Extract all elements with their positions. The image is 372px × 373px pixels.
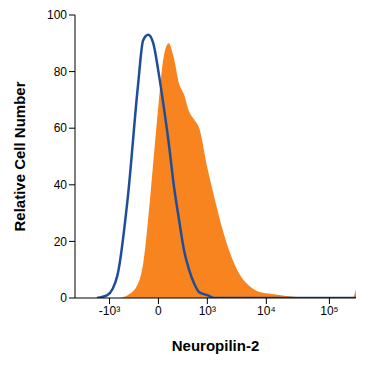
svg-text:Relative Cell Number: Relative Cell Number <box>11 81 28 231</box>
svg-text:10⁴: 10⁴ <box>257 304 276 318</box>
svg-text:80: 80 <box>54 65 68 79</box>
svg-text:10⁵: 10⁵ <box>320 304 338 318</box>
svg-text:Neuropilin-2: Neuropilin-2 <box>172 337 260 354</box>
svg-text:40: 40 <box>54 178 68 192</box>
svg-text:0: 0 <box>60 291 67 305</box>
svg-text:100: 100 <box>47 8 67 22</box>
svg-text:60: 60 <box>54 121 68 135</box>
svg-text:-10³: -10³ <box>99 304 120 318</box>
svg-text:0: 0 <box>155 304 162 318</box>
svg-text:10³: 10³ <box>199 304 216 318</box>
svg-text:20: 20 <box>54 235 68 249</box>
